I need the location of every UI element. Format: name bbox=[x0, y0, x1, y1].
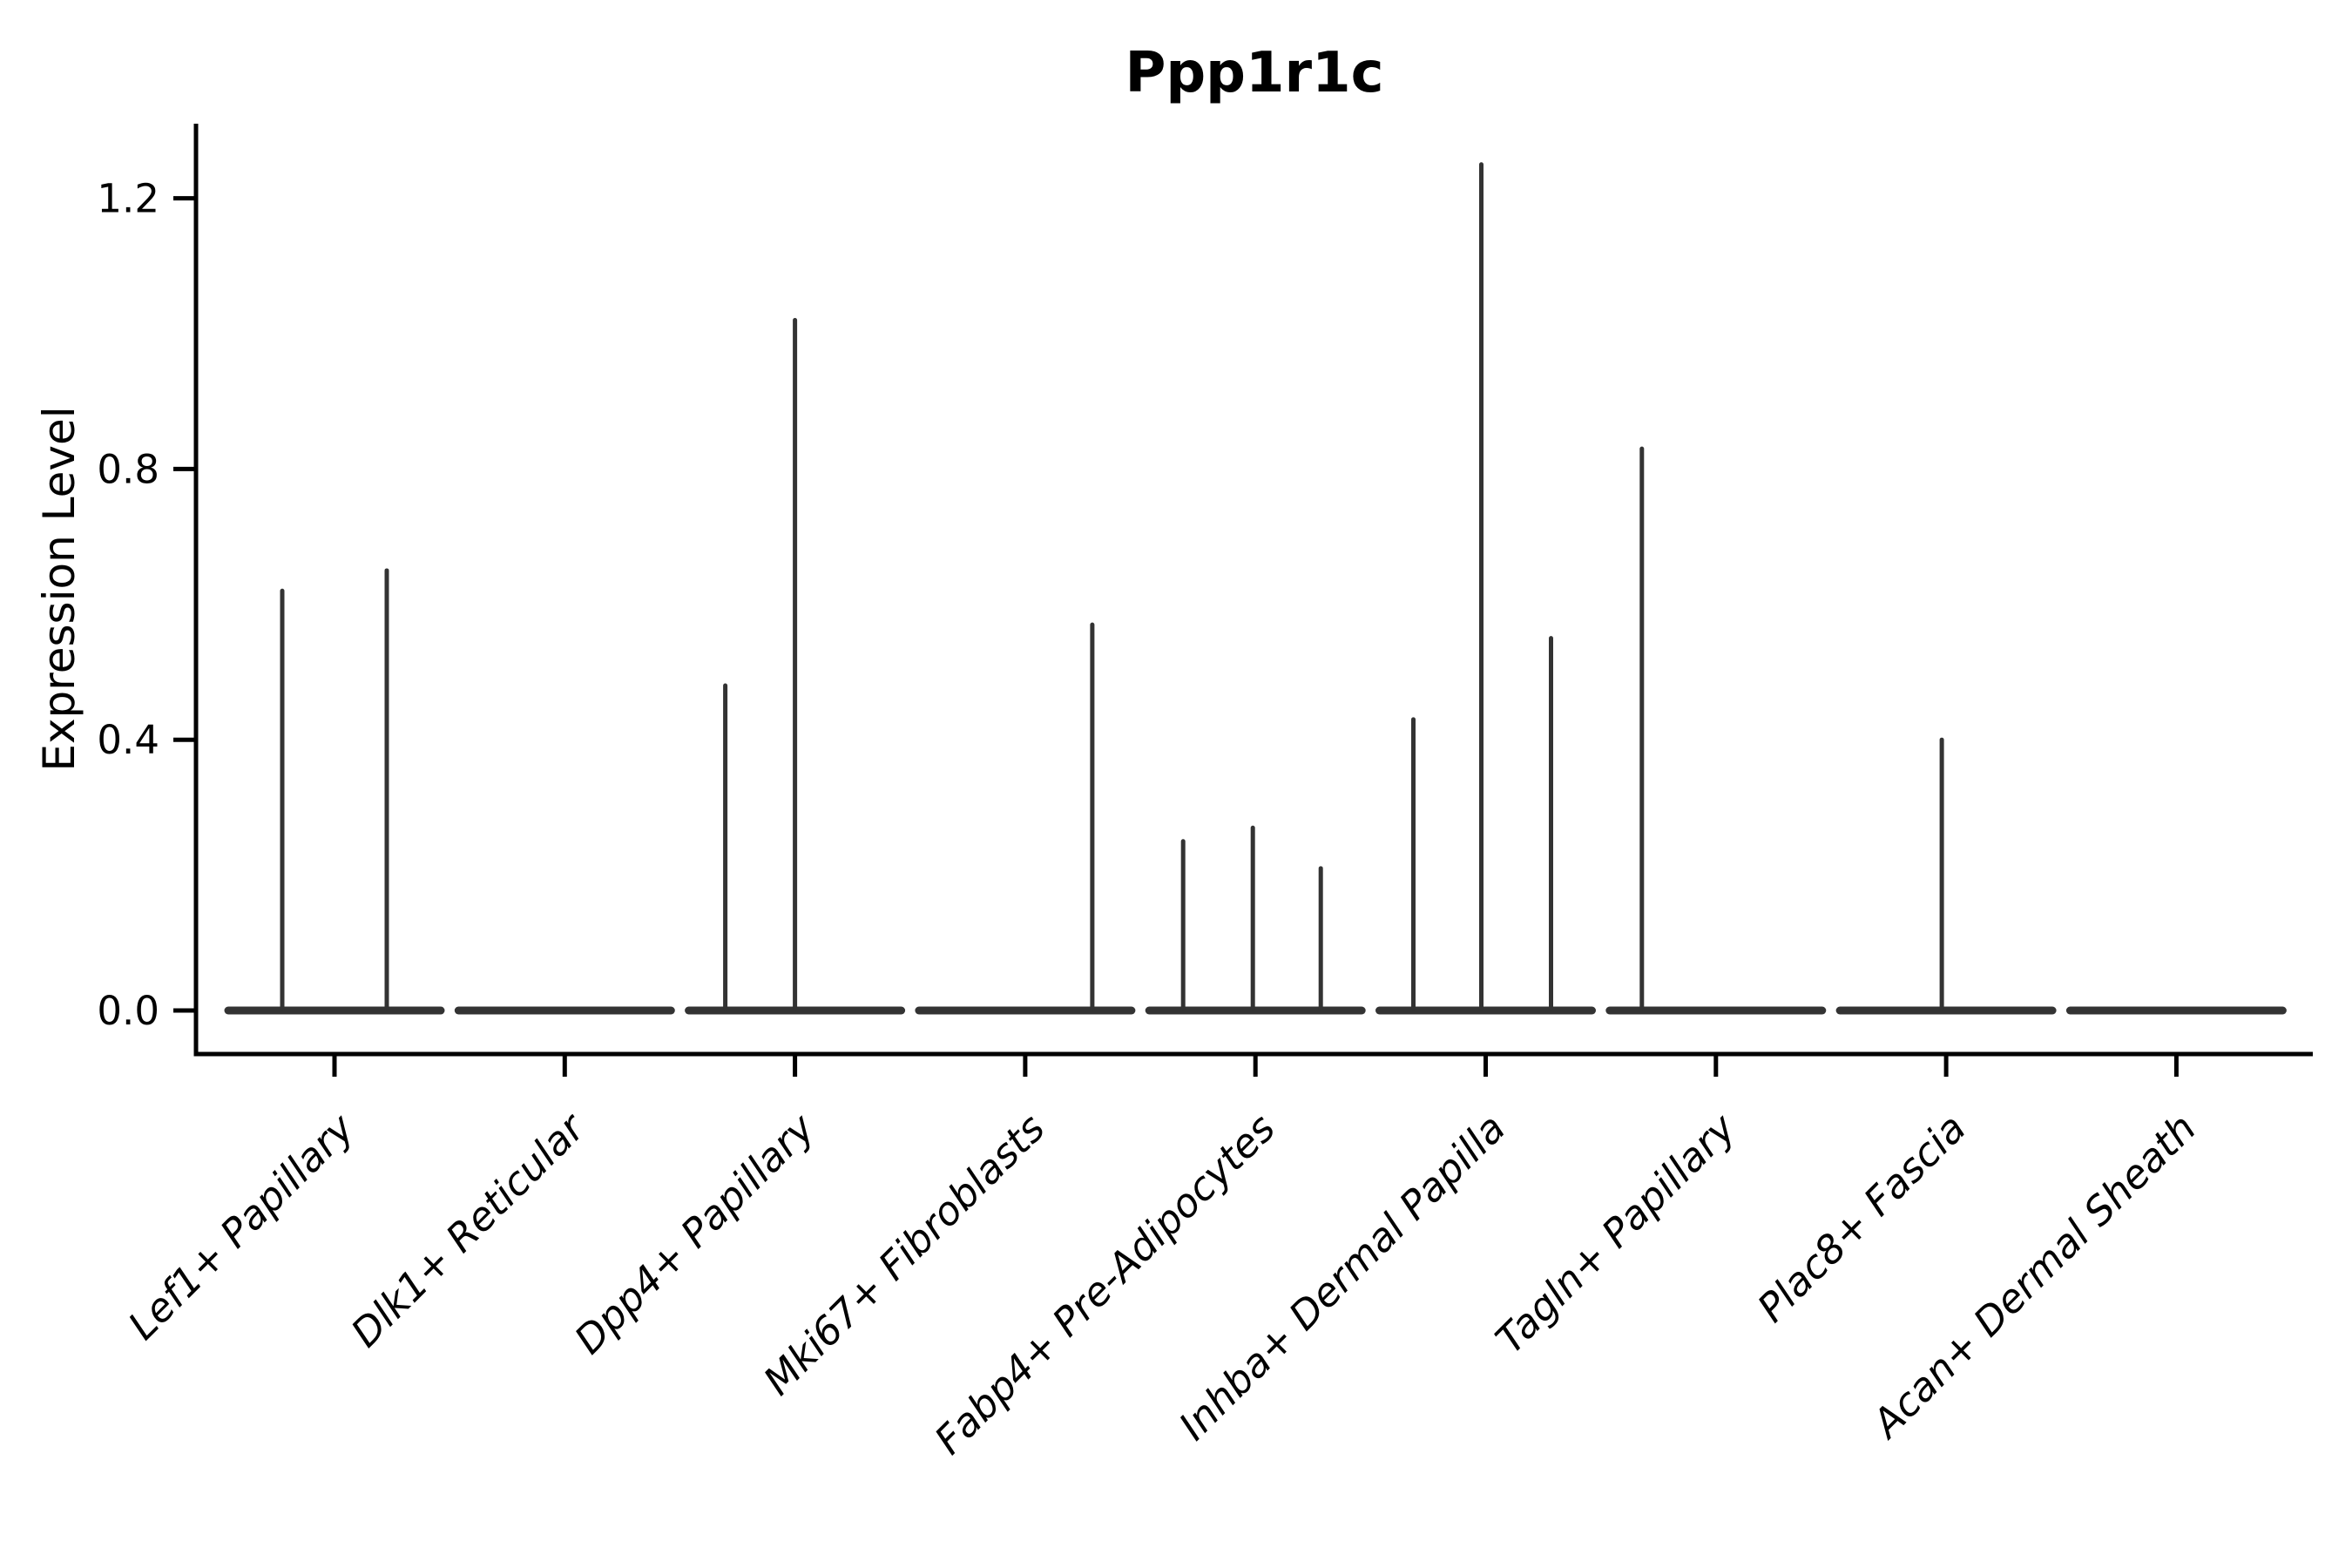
chart-title: Ppp1r1c bbox=[1125, 41, 1383, 105]
y-tick-label: 1.2 bbox=[97, 176, 159, 222]
y-tick-label: 0.4 bbox=[97, 717, 159, 763]
y-tick-label: 0.8 bbox=[97, 446, 159, 492]
y-tick-label: 0.0 bbox=[97, 988, 159, 1034]
x-axis-category-label: Tagln+ Papillary bbox=[1487, 1104, 1746, 1362]
x-axis-category-label: Dpp4+ Papillary bbox=[565, 1104, 824, 1362]
x-axis-category-label: Lef1+ Papillary bbox=[119, 1104, 364, 1348]
x-axis-category-label: Dlk1+ Reticular bbox=[342, 1104, 595, 1356]
x-axis-category-label: Plac8+ Fascia bbox=[1748, 1105, 1975, 1331]
y-axis-label: Expression Level bbox=[34, 406, 84, 771]
